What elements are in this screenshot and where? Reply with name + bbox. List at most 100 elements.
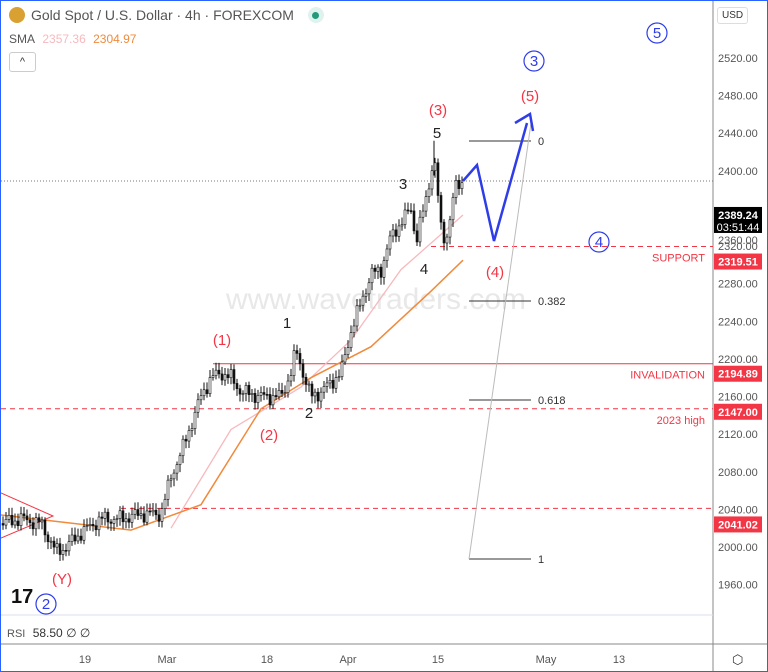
candle-body xyxy=(403,209,407,225)
candle-body xyxy=(373,267,377,272)
candle-body xyxy=(421,210,425,218)
candle-body xyxy=(232,369,236,384)
wave-label-circled: 4 xyxy=(595,234,603,251)
candle-body xyxy=(34,517,38,530)
wave-label-red: (4) xyxy=(486,264,504,281)
candle-body xyxy=(406,209,410,212)
tradingview-logo: 17 xyxy=(11,586,33,608)
candle-body xyxy=(49,540,53,543)
candle-body xyxy=(13,520,17,526)
candle-body xyxy=(7,514,11,520)
settings-icon[interactable]: ⬡ xyxy=(732,652,744,667)
fib-label: 0.618 xyxy=(538,395,566,407)
candle-body xyxy=(283,392,287,395)
candle-body xyxy=(343,354,347,363)
candle-body xyxy=(28,519,32,523)
candle-body xyxy=(91,524,95,527)
candle-body xyxy=(10,514,14,526)
candle-body xyxy=(394,229,398,237)
price-tag xyxy=(714,206,762,233)
candle-body xyxy=(367,282,371,295)
candle-body xyxy=(295,350,299,354)
x-tick-label: Apr xyxy=(339,654,356,666)
candle-body xyxy=(46,534,50,542)
wave-label-circled: 5 xyxy=(653,25,661,42)
y-tick-label: 2000.00 xyxy=(718,542,758,554)
candle-body xyxy=(124,518,128,523)
candle-body xyxy=(319,391,323,402)
candle-body xyxy=(310,383,314,397)
x-tick-label: 19 xyxy=(79,654,91,666)
candle-body xyxy=(115,518,119,520)
candle-body xyxy=(436,162,440,196)
candle-body xyxy=(238,388,242,395)
sma-label[interactable]: SMA xyxy=(9,32,36,46)
candle-body xyxy=(313,391,317,397)
candle-body xyxy=(412,210,416,232)
candle-body xyxy=(268,394,272,406)
wave-label-black: 3 xyxy=(399,176,407,193)
candle-body xyxy=(211,375,215,378)
wave-label-red: (3) xyxy=(429,102,447,119)
candle-body xyxy=(322,386,326,393)
candle-body xyxy=(205,389,209,395)
currency-button[interactable]: USD xyxy=(717,7,749,24)
candle-body xyxy=(184,438,188,442)
candle-body xyxy=(187,430,191,442)
candle-body xyxy=(382,260,386,278)
arrow-head-icon xyxy=(514,111,535,132)
candle-body xyxy=(70,534,74,542)
candle-body xyxy=(253,393,257,403)
y-tick-label: 2520.00 xyxy=(718,53,758,65)
candle-body xyxy=(208,377,212,395)
candle-body xyxy=(175,464,179,474)
y-tick-label: 2240.00 xyxy=(718,316,758,328)
candle-body xyxy=(430,170,434,190)
candle-body xyxy=(1,523,5,526)
sma-fast-line xyxy=(170,214,464,529)
collapse-legend-button[interactable]: ^ xyxy=(9,52,36,72)
candle-body xyxy=(247,385,251,395)
candle-body xyxy=(109,521,113,524)
candle-body xyxy=(346,347,350,355)
candle-body xyxy=(79,535,83,541)
wave-label-black: 1 xyxy=(283,315,291,332)
candle-body xyxy=(271,395,275,406)
x-tick-label: 15 xyxy=(432,654,444,666)
candle-body xyxy=(337,376,341,379)
candle-body xyxy=(31,522,35,530)
candle-body xyxy=(355,305,359,327)
candle-body xyxy=(361,295,365,306)
candle-body xyxy=(340,361,344,378)
candle-body xyxy=(274,395,278,398)
rsi-label[interactable]: RSI xyxy=(7,628,26,640)
candle-body xyxy=(61,550,65,555)
price-tag xyxy=(714,253,762,270)
wave-circle xyxy=(523,50,545,72)
candle-body xyxy=(301,363,305,378)
wave-circle xyxy=(646,22,668,44)
candle-body xyxy=(307,383,311,386)
candle-body xyxy=(16,520,20,527)
y-tick-label: 2200.00 xyxy=(718,354,758,366)
price-tag xyxy=(714,516,762,533)
candle-body xyxy=(88,524,92,526)
candle-body xyxy=(196,399,200,413)
candle-body xyxy=(172,472,176,480)
wave-circle xyxy=(588,231,610,253)
candle-body xyxy=(325,382,329,387)
candle-body xyxy=(418,216,422,243)
gold-icon xyxy=(9,7,25,23)
y-tick-label: 2280.00 xyxy=(718,279,758,291)
candle-body xyxy=(145,510,149,523)
symbol-title[interactable]: Gold Spot / U.S. Dollar · 4h · FOREXCOM xyxy=(31,7,294,23)
x-tick-label: May xyxy=(536,654,557,666)
candle-body xyxy=(277,390,281,398)
wave-label-black: 4 xyxy=(420,261,428,278)
candle-body xyxy=(85,525,89,527)
candle-body xyxy=(130,513,134,523)
price-tag xyxy=(714,403,762,420)
y-tick-label: 2320.00 xyxy=(718,241,758,253)
